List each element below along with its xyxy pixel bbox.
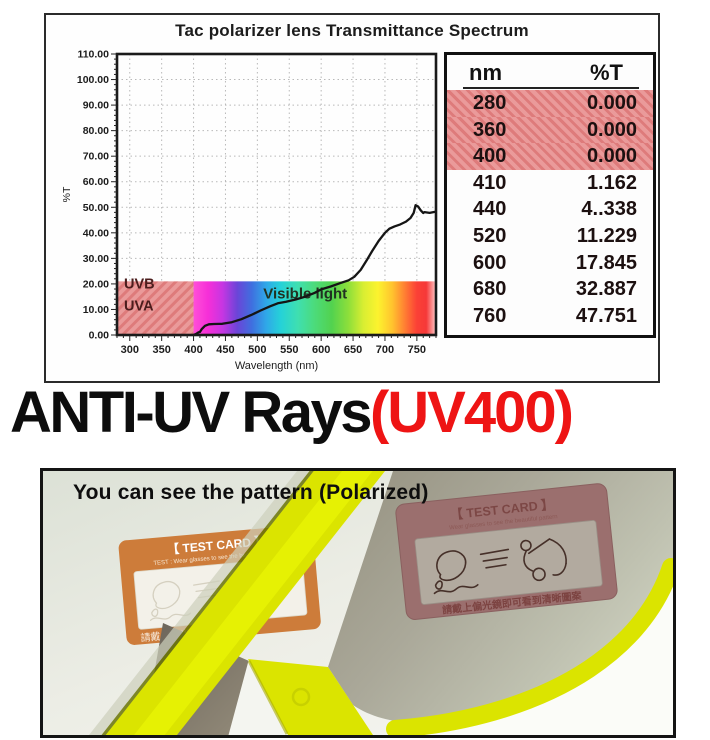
col-header-nm: nm — [469, 60, 502, 85]
col-header-pct-t: %T — [590, 60, 623, 85]
svg-text:650: 650 — [344, 344, 362, 356]
headline-black-text: ANTI-UV Rays — [10, 380, 372, 445]
table-row: 520 11.229 — [447, 223, 653, 250]
cell-pct-t: 0.000 — [586, 92, 637, 114]
headline-uv400-text: (UV400) — [369, 380, 574, 445]
frame-highlight — [134, 471, 373, 735]
cell-nm: 360 — [473, 118, 507, 141]
spectrum-chart-panel: Tac polarizer lens Transmittance Spectru… — [44, 13, 660, 383]
svg-text:70.00: 70.00 — [83, 151, 109, 163]
frame-bottom-rim — [386, 558, 673, 735]
cell-nm: 280 — [473, 92, 507, 114]
transmittance-spectrum-chart: UVB UVA Visible light 0.00 10.00 20.00 30.00 40… — [61, 49, 438, 372]
cell-pct-t: 0.000 — [586, 118, 637, 141]
anti-uv-headline: ANTI-UV Rays(UV400) — [10, 381, 710, 445]
table-row: 360 0.000 — [447, 116, 653, 144]
svg-text:450: 450 — [216, 344, 234, 356]
table-row: 280 0.000 — [447, 90, 653, 117]
cell-nm: 440 — [473, 198, 507, 221]
svg-text:100.00: 100.00 — [77, 74, 109, 86]
svg-text:%T: %T — [61, 186, 73, 202]
svg-text:750: 750 — [408, 344, 426, 356]
svg-text:50.00: 50.00 — [83, 202, 109, 214]
frame-shadow — [88, 471, 310, 735]
svg-text:60.00: 60.00 — [83, 176, 109, 188]
cell-nm: 400 — [473, 145, 507, 168]
svg-text:500: 500 — [248, 344, 266, 356]
svg-text:UVB: UVB — [124, 276, 155, 292]
test-card-through-lens: 【 TEST CARD 】 Wear glasses to see the be… — [395, 483, 618, 620]
cell-nm: 600 — [473, 251, 507, 274]
svg-text:10.00: 10.00 — [83, 304, 109, 316]
cell-pct-t: 1.162 — [586, 171, 637, 194]
cell-pct-t: 0.000 — [586, 145, 637, 168]
table-row: 400 0.000 — [447, 143, 653, 170]
svg-text:80.00: 80.00 — [83, 125, 109, 137]
svg-text:300: 300 — [121, 344, 139, 356]
table-row: 600 17.845 — [447, 250, 653, 277]
cell-pct-t: 47.751 — [575, 304, 637, 327]
table-row: 760 47.751 — [447, 303, 653, 330]
svg-text:40.00: 40.00 — [83, 227, 109, 239]
cell-pct-t: 32.887 — [575, 278, 637, 301]
svg-text:UVA: UVA — [124, 298, 154, 314]
svg-text:Visible light: Visible light — [263, 285, 347, 302]
background-below-rim — [392, 580, 673, 735]
table-row: 410 1.162 — [447, 170, 653, 197]
cell-nm: 410 — [473, 171, 507, 194]
polarized-demo-photo: You can see the pattern (Polarized) — [40, 468, 676, 738]
cell-pct-t: 11.229 — [576, 224, 637, 247]
table-row: 680 32.887 — [447, 276, 653, 303]
nose-notch — [228, 659, 287, 735]
svg-text:550: 550 — [280, 344, 298, 356]
table-header-row: nm %T — [447, 55, 653, 87]
svg-text:30.00: 30.00 — [83, 253, 109, 265]
svg-text:90.00: 90.00 — [83, 100, 109, 112]
cell-pct-t: 4..338 — [581, 198, 637, 221]
cell-pct-t: 17.845 — [575, 251, 637, 274]
photo-caption: You can see the pattern (Polarized) — [73, 481, 429, 504]
frame-dark-edge — [101, 471, 318, 735]
nose-bridge-edge — [247, 660, 289, 735]
cell-nm: 680 — [473, 278, 507, 301]
transmittance-table: nm %T 280 0.000 360 0.000 400 0.000 410 1.162 44… — [444, 52, 656, 338]
cell-nm: 520 — [473, 224, 507, 247]
sunglasses-photo-illustration: 【 TEST CARD 】 Wear glasses to see the be… — [43, 471, 673, 735]
svg-text:350: 350 — [152, 344, 170, 356]
svg-text:20.00: 20.00 — [83, 278, 109, 290]
transmittance-table-rows: 280 0.000 360 0.000 400 0.000 410 1.162 440 4..33… — [447, 90, 653, 329]
svg-text:700: 700 — [376, 344, 394, 356]
frame-hinge-dimple — [291, 687, 311, 707]
chart-title: Tac polarizer lens Transmittance Spectru… — [175, 21, 529, 40]
svg-text:110.00: 110.00 — [77, 49, 109, 61]
svg-text:Wavelength (nm): Wavelength (nm) — [235, 360, 318, 372]
cell-nm: 760 — [473, 304, 507, 327]
table-row: 440 4..338 — [447, 196, 653, 223]
table-header-rule — [463, 87, 639, 89]
svg-text:400: 400 — [184, 344, 202, 356]
svg-text:0.00: 0.00 — [89, 330, 110, 342]
svg-text:600: 600 — [312, 344, 330, 356]
